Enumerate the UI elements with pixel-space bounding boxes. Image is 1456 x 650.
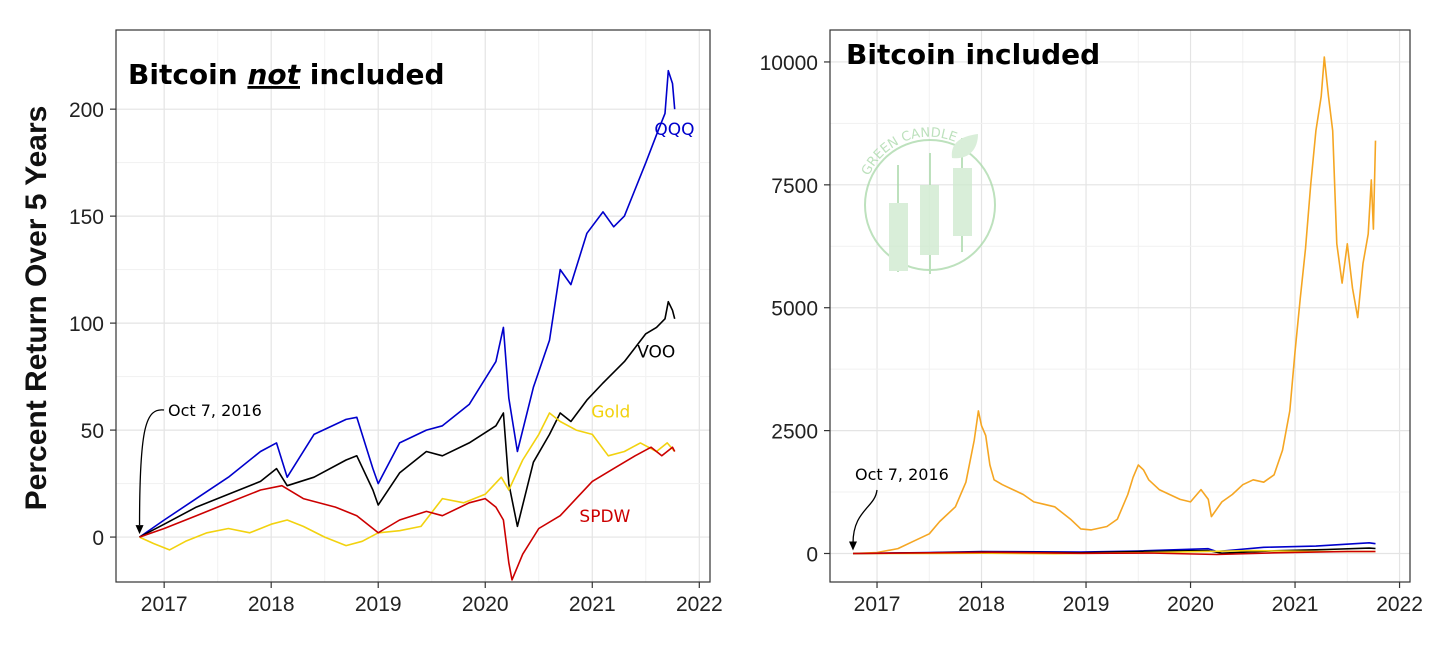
- x-tick-label: 2018: [958, 593, 1005, 616]
- y-tick-label: 0: [806, 543, 818, 566]
- plot-area: [830, 30, 1410, 582]
- series-line-spdw: [139, 446, 676, 581]
- y-tick-label: 100: [69, 313, 104, 336]
- y-tick-label: 0: [92, 527, 104, 550]
- panel-bitcoin-not-included: QQQ VOO Gold SPDW 2017 2018 2019 2020 2021 2022 0 5…: [69, 29, 723, 616]
- y-tick-label: 10000: [760, 52, 818, 75]
- annotation-arrowhead: [848, 541, 857, 551]
- x-tick-label: 2018: [248, 593, 295, 616]
- x-tick-label: 2019: [1063, 593, 1110, 616]
- x-tick-label: 2017: [141, 593, 188, 616]
- series-line-bitcoin: [852, 56, 1377, 555]
- y-tick-label: 7500: [771, 175, 818, 198]
- start-date-annotation: Oct 7, 2016: [848, 465, 949, 551]
- plot-area: [116, 30, 710, 582]
- y-tick-label: 200: [69, 99, 104, 122]
- x-tick-label: 2022: [1376, 593, 1423, 616]
- x-tick-label: 2020: [1167, 593, 1214, 616]
- series-label-spdw: SPDW: [579, 507, 630, 527]
- panel-title-part: not: [247, 58, 301, 91]
- panel-title: Bitcoin not included: [128, 58, 444, 91]
- series-line-spdw: [852, 550, 1376, 556]
- x-tick-label: 2020: [462, 593, 509, 616]
- gridlines: [116, 30, 710, 582]
- x-tick-label: 2017: [854, 593, 901, 616]
- y-tick-label: 50: [81, 420, 104, 443]
- series-line-voo: [139, 300, 676, 538]
- panel-title: Bitcoin included: [846, 38, 1100, 71]
- series-label-voo: VOO: [637, 342, 675, 362]
- y-tick-label: 5000: [771, 298, 818, 321]
- series-line-qqq: [139, 69, 676, 538]
- x-tick-label: 2019: [355, 593, 402, 616]
- panel-title-part: included: [300, 58, 444, 91]
- series-line-gold: [139, 412, 676, 551]
- y-axis-label: Percent Return Over 5 Years: [20, 106, 53, 511]
- annotation-arrow: [138, 409, 165, 526]
- plot-border: [829, 29, 1411, 583]
- annotation-arrowhead: [135, 525, 144, 535]
- annotation-label: Oct 7, 2016: [168, 401, 262, 420]
- series-label-gold: Gold: [591, 402, 630, 422]
- y-tick-label: 150: [69, 206, 104, 229]
- x-tick-label: 2021: [1272, 593, 1319, 616]
- start-date-annotation: Oct 7, 2016: [135, 401, 262, 535]
- y-tick-label: 2500: [771, 421, 818, 444]
- x-tick-label: 2021: [569, 593, 616, 616]
- panel-title-part: Bitcoin: [128, 58, 247, 91]
- series-label-qqq: QQQ: [654, 120, 694, 140]
- annotation-arrow: [852, 489, 878, 544]
- plot-border: [115, 29, 711, 583]
- x-tick-label: 2022: [676, 593, 723, 616]
- annotation-label: Oct 7, 2016: [855, 465, 949, 484]
